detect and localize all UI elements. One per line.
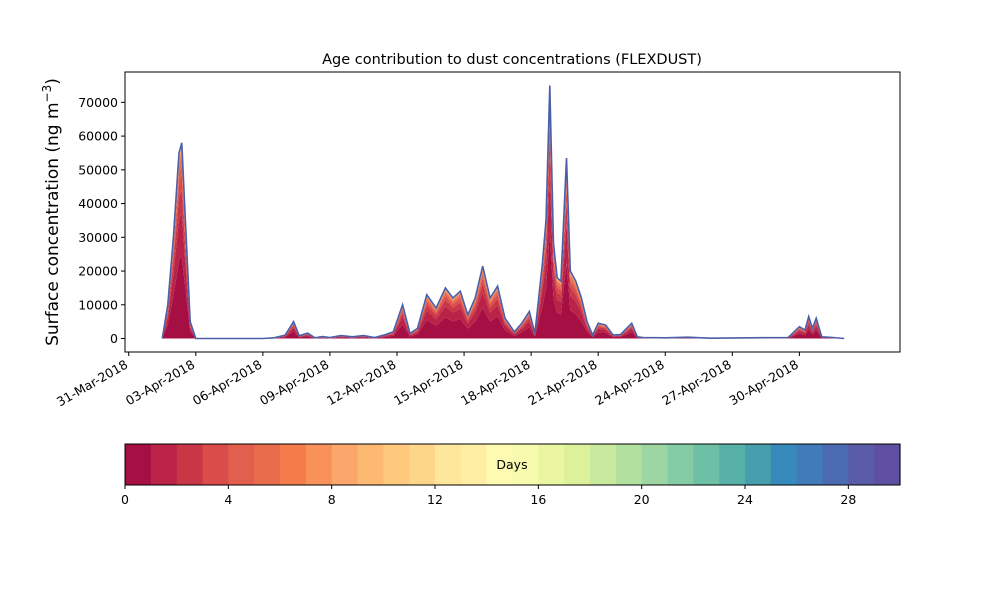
colorbar-segment [460, 444, 488, 485]
colorbar-tick-label: 12 [427, 492, 443, 507]
chart-title: Age contribution to dust concentrations … [322, 52, 702, 68]
colorbar-segment [512, 444, 539, 485]
colorbar-segment [228, 444, 255, 485]
colorbar-segment [125, 444, 152, 485]
y-axis: 0 10000 20000 30000 40000 50000 60000 70000 [78, 95, 125, 346]
y-axis-label-superscript: −3 [40, 85, 54, 103]
colorbar-tick-label: 0 [121, 492, 129, 507]
y-tick-label: 60000 [78, 129, 118, 144]
x-tick-label: 21-Apr-2018 [525, 357, 599, 409]
x-tick-label: 09-Apr-2018 [257, 357, 331, 409]
y-tick-label: 0 [110, 331, 118, 346]
colorbar-segment [590, 444, 617, 485]
colorbar-segment [538, 444, 565, 485]
y-tick-label: 70000 [78, 95, 118, 110]
colorbar-segment [770, 444, 798, 485]
y-tick-label: 10000 [78, 297, 118, 312]
colorbar-segment [822, 444, 849, 485]
colorbar-segment [564, 444, 591, 485]
age-band-9 [162, 88, 845, 339]
age-band-6 [162, 98, 845, 339]
x-tick-label: 06-Apr-2018 [190, 357, 264, 409]
colorbar-segment [874, 444, 901, 485]
colorbar-tick-label: 4 [224, 492, 232, 507]
y-tick-label: 50000 [78, 162, 118, 177]
colorbar-segment [615, 444, 643, 485]
age-band-11 [162, 85, 845, 339]
colorbar-tick-label: 8 [328, 492, 336, 507]
plot-area [124, 71, 901, 353]
colorbar-segment [357, 444, 384, 485]
colorbar-segment [331, 444, 359, 485]
colorbar-segment [254, 444, 281, 485]
colorbar-segment [719, 444, 746, 485]
colorbar-segment [435, 444, 462, 485]
x-axis: 31-Mar-201803-Apr-201806-Apr-201809-Apr-… [54, 352, 801, 409]
colorbar-segment [796, 444, 824, 485]
colorbar-segment [667, 444, 694, 485]
y-axis-label: Surface concentration (ng m−3) [40, 78, 63, 346]
colorbar-segment [305, 444, 333, 485]
x-tick-label: 15-Apr-2018 [391, 357, 465, 409]
colorbar-segment [693, 444, 720, 485]
colorbar-segment [486, 444, 514, 485]
x-tick-label: 24-Apr-2018 [592, 357, 666, 409]
x-tick-label: 12-Apr-2018 [324, 357, 398, 409]
colorbar-label: Days [496, 457, 527, 472]
plot-frame [124, 71, 901, 353]
colorbar-segment [383, 444, 410, 485]
age-band-7 [162, 93, 845, 339]
age-band-10 [162, 87, 845, 339]
colorbar-segment [848, 444, 875, 485]
age-band-4 [162, 113, 845, 339]
y-axis-label-main: Surface concentration (ng m [43, 102, 63, 345]
y-tick-label: 40000 [78, 196, 118, 211]
x-tick-label: 27-Apr-2018 [659, 357, 733, 409]
y-tick-label: 20000 [78, 264, 118, 279]
y-axis-label-close: ) [43, 78, 63, 85]
x-tick-label: 18-Apr-2018 [458, 357, 532, 409]
colorbar-segment [641, 444, 669, 485]
age-band-5 [162, 104, 845, 339]
colorbar-segment [745, 444, 772, 485]
y-tick-label: 30000 [78, 230, 118, 245]
age-band-3 [162, 126, 845, 339]
age-band-8 [162, 90, 845, 339]
colorbar: 0 4 8 12 16 20 24 28 [121, 443, 901, 507]
colorbar-tick-label: 16 [530, 492, 546, 507]
colorbar-segment [409, 444, 436, 485]
colorbar-segment [150, 444, 178, 485]
colorbar-tick-label: 20 [634, 492, 650, 507]
x-tick-label: 30-Apr-2018 [726, 357, 800, 409]
x-tick-label: 03-Apr-2018 [123, 357, 197, 409]
colorbar-tick-label: 24 [737, 492, 753, 507]
colorbar-frame [124, 443, 901, 486]
colorbar-segment [202, 444, 229, 485]
colorbar-tick-label: 28 [840, 492, 856, 507]
colorbar-segment [280, 444, 307, 485]
total-series-line [161, 85, 845, 340]
x-tick-label: 31-Mar-2018 [54, 357, 130, 410]
colorbar-segment [176, 444, 204, 485]
